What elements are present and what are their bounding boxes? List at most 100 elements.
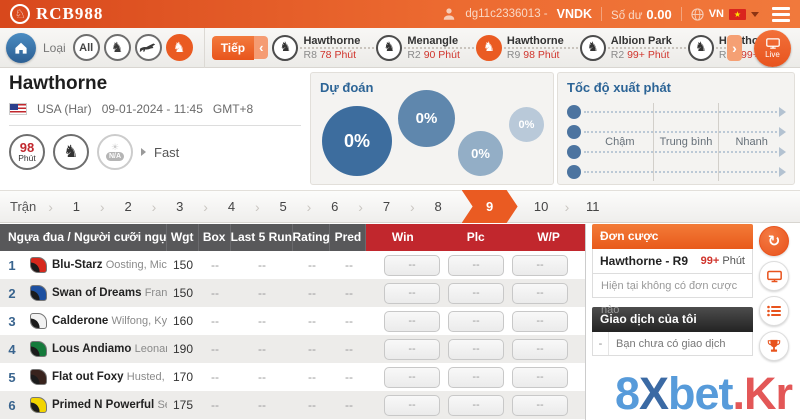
balance-value: 0.00 [646,6,672,22]
win-odds-button[interactable]: -- [384,282,440,304]
refresh-button[interactable]: ↻ [759,226,789,256]
usa-flag-icon [9,103,27,115]
live-button[interactable]: Live [754,30,791,67]
wp-odds-button[interactable]: -- [512,394,568,416]
speed-arrow-line [584,167,786,177]
prediction-bubble: 0% [509,107,544,142]
countdown-badge: 98 Phút [9,134,45,170]
race-tabs-label: Trận [10,199,37,214]
speed-arrows [567,105,786,179]
chevron-down-icon [751,11,759,17]
wp-odds-button[interactable]: -- [512,338,568,360]
carousel-prev-button[interactable]: ‹ [254,36,269,59]
floating-buttons: ↻ [759,226,789,361]
table-row: 4 Lous Andiamo Leonar... 190 -- -- -- --… [0,335,585,363]
jockey-name: Se... [157,399,167,411]
silk-icon [29,313,47,329]
table-row: 2 Swan of Dreams Fran... 150 -- -- -- --… [0,279,585,307]
runner-dot [567,165,581,179]
filter-harness-button[interactable]: ♞ [165,34,193,61]
horse-icon: ♞ [279,40,292,55]
win-odds-button[interactable]: -- [384,338,440,360]
carousel-connector [272,46,734,49]
results-list-button[interactable] [759,296,789,326]
next-races-button[interactable]: Tiếp [211,35,255,60]
category-label: Loại [43,40,66,55]
plc-odds-button[interactable]: -- [448,282,504,304]
prediction-panel: Dự đoán 0% 0% 0% 0% [310,72,554,185]
win-odds-button[interactable]: -- [384,254,440,276]
divider [203,27,205,68]
race-number-tabs: Trận 1 2 3 4 5 6 7 8 9 10 11 [0,190,800,223]
tab-race-10[interactable]: 10 [533,199,549,214]
prediction-bubble: 0% [398,90,455,147]
tab-race-7[interactable]: 7 [382,199,391,214]
table-row: 3 Calderone Wilfong, Kyle 160 -- -- -- -… [0,307,585,335]
win-odds-button[interactable]: -- [384,310,440,332]
carousel-next-button[interactable]: › [727,35,742,61]
wp-odds-button[interactable]: -- [512,254,568,276]
tab-race-11[interactable]: 11 [586,199,600,214]
brand-logo[interactable]: ♘ RCB988 [10,4,103,24]
live-label: Live [765,50,780,59]
results-trophy-button[interactable] [759,331,789,361]
plc-odds-button[interactable]: -- [448,254,504,276]
language-selector[interactable]: VN ★ [691,7,759,21]
tab-race-1[interactable]: 1 [72,199,81,214]
horse-name: Flat out Foxy [52,371,124,383]
weather-icon: ☀ [110,142,120,152]
harness-horse-icon: ♞ [63,141,79,162]
race-nav-item[interactable]: ♞ Hawthorne R8 78 Phút [272,34,360,62]
tab-race-2[interactable]: 2 [124,199,132,214]
race-nav-item-active[interactable]: ♞ Hawthorne R9 98 Phút [475,34,564,62]
greyhound-icon [139,43,156,52]
triangle-right-icon [141,148,146,156]
tab-race-8[interactable]: 8 [434,199,442,214]
runners-table: Ngựa đua / Người cưỡi ngựa Wgt Box Last … [0,224,586,420]
tab-race-6[interactable]: 6 [331,199,339,214]
home-button[interactable] [6,32,36,63]
win-odds-button[interactable]: -- [384,394,440,416]
plc-odds-button[interactable]: -- [448,338,504,360]
wp-odds-button[interactable]: -- [512,310,568,332]
speed-scale-labels: Chậm Trung bình Nhanh [587,103,784,181]
tab-race-5[interactable]: 5 [279,199,287,214]
wp-odds-button[interactable]: -- [512,366,568,388]
tab-race-9-active[interactable]: 9 [462,190,518,223]
race-type-badge: ♞ [53,134,89,170]
username: dg11c2336013 - [465,8,548,20]
plc-odds-button[interactable]: -- [448,366,504,388]
bet-race-name: Hawthorne - R9 [600,254,689,268]
live-stream-button[interactable] [759,261,789,291]
horse-logo-icon: ♘ [10,4,30,24]
prediction-bubble: 0% [322,106,392,176]
bet-slip-race-row: Hawthorne - R9 99+ Phút [592,249,753,274]
wp-odds-button[interactable]: -- [512,282,568,304]
silk-icon [29,341,47,357]
menu-button[interactable] [772,6,790,22]
race-info-section: Hawthorne USA (Har) 09-01-2024 - 11:45 G… [0,68,800,190]
filter-all-button[interactable]: All [72,34,100,61]
horse-icon: ♞ [383,40,396,55]
list-icon [767,305,781,317]
silk-icon [29,285,47,301]
race-datetime: 09-01-2024 - 11:45 [101,102,203,116]
race-nav-item[interactable]: ♞ Albion Park R2 99+ Phút [579,34,672,62]
plc-odds-button[interactable]: -- [448,394,504,416]
plc-odds-button[interactable]: -- [448,310,504,332]
table-row: 6 Primed N Powerful Se... 175 -- -- -- -… [0,391,585,419]
runner-dot [567,125,581,139]
jockey-name: Wilfong, Kyle [111,315,167,327]
win-odds-button[interactable]: -- [384,366,440,388]
horse-icon: ♞ [695,40,707,55]
home-icon [15,42,27,54]
tab-race-3[interactable]: 3 [176,199,184,214]
horse-name: Lous Andiamo [52,343,132,355]
filter-horse-button[interactable]: ♞ [103,34,131,61]
race-nav-item[interactable]: ♞ Menangle R2 90 Phút [376,34,460,62]
race-nav-bar: Loại All ♞ ♞ Tiếp ‹ ♞ Hawthorne R8 78 Ph… [0,27,800,68]
filter-greyhound-button[interactable] [134,34,162,61]
tab-race-4[interactable]: 4 [227,199,236,214]
race-carousel: ♞ Hawthorne R8 78 Phút ♞ Menangle R2 90 … [272,28,794,68]
vietnam-flag-icon: ★ [729,8,746,20]
